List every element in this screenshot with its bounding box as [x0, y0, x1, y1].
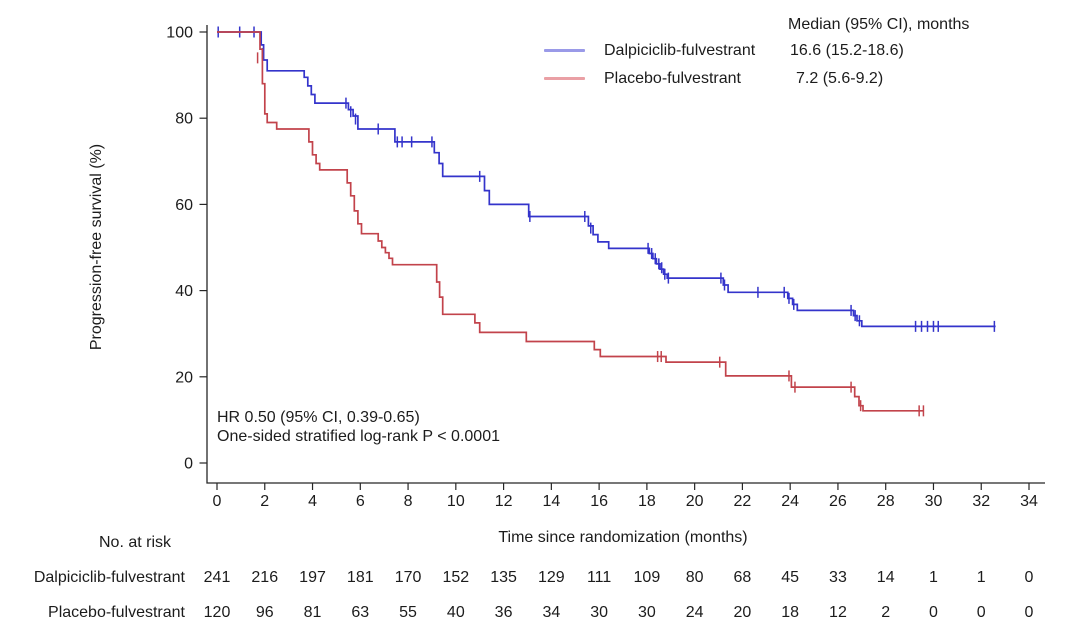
x-axis-tick-label: 20: [686, 493, 704, 510]
risk-count: 18: [781, 604, 800, 621]
legend-median-dalpiciclib: 16.6 (15.2-18.6): [790, 42, 904, 59]
x-axis-tick-label: 2: [260, 493, 269, 510]
km-curve-dalpiciclib: [217, 31, 996, 328]
risk-count: 135: [490, 569, 517, 586]
risk-count: 45: [781, 569, 800, 586]
x-axis-tick-label: 24: [781, 493, 799, 510]
legend-label-placebo: Placebo-fulvestrant: [604, 70, 741, 87]
legend-swatch-dalpiciclib: [544, 49, 585, 52]
risk-count: 0: [1024, 604, 1034, 621]
x-axis-tick-label: 22: [734, 493, 752, 510]
risk-count: 197: [299, 569, 326, 586]
x-axis-title: Time since randomization (months): [498, 529, 748, 546]
risk-count: 0: [929, 604, 938, 621]
risk-table-title: No. at risk: [99, 534, 172, 551]
risk-count: 129: [537, 569, 565, 586]
risk-count: 40: [446, 604, 465, 621]
x-axis-tick-label: 4: [308, 493, 317, 510]
x-axis-tick-label: 26: [829, 493, 847, 510]
y-axis-tick-label: 80: [175, 111, 193, 128]
axis-lines: [206, 25, 1045, 484]
risk-count: 20: [733, 604, 752, 621]
risk-count: 33: [829, 569, 847, 586]
risk-count: 24: [685, 604, 704, 621]
risk-count: 36: [494, 604, 513, 621]
risk-count: 241: [203, 569, 231, 586]
x-axis-tick-label: 14: [542, 493, 560, 510]
risk-count: 80: [685, 569, 704, 586]
y-axis-tick-label: 0: [184, 456, 193, 473]
y-axis-title: Progression-free survival (%): [88, 143, 105, 351]
risk-count: 120: [203, 604, 231, 621]
x-axis-tick-label: 32: [972, 493, 990, 510]
x-axis-tick-label: 34: [1020, 493, 1038, 510]
risk-count: 2: [881, 604, 891, 621]
hr-annotation-line2: One-sided stratified log-rank P < 0.0001: [217, 428, 500, 445]
risk-count: 68: [733, 569, 752, 586]
x-axis-tick-label: 18: [638, 493, 656, 510]
x-axis-tick-label: 0: [213, 493, 222, 510]
y-axis-tick-label: 60: [175, 197, 193, 214]
km-curve-placebo: [217, 31, 924, 412]
legend-label-dalpiciclib: Dalpiciclib-fulvestrant: [604, 42, 756, 59]
risk-count: 170: [394, 569, 422, 586]
legend-median-placebo: 7.2 (5.6-9.2): [796, 70, 884, 87]
risk-count: 34: [542, 604, 561, 621]
risk-count: 181: [346, 569, 374, 586]
y-axis-tick-label: 100: [166, 25, 193, 42]
risk-row-label-placebo: Placebo-fulvestrant: [48, 604, 185, 621]
x-axis-tick-label: 28: [877, 493, 895, 510]
risk-count: 30: [637, 604, 656, 621]
x-axis-tick-label: 30: [925, 493, 943, 510]
x-axis-tick-label: 8: [404, 493, 413, 510]
risk-count: 111: [586, 569, 612, 586]
y-axis-tick-label: 20: [175, 369, 193, 386]
risk-count: 152: [442, 569, 470, 586]
x-axis-tick-label: 10: [447, 493, 465, 510]
risk-count: 63: [351, 604, 370, 621]
x-axis-tick-label: 12: [495, 493, 513, 510]
risk-count: 96: [255, 604, 274, 621]
legend-swatch-placebo: [544, 77, 585, 80]
risk-count: 0: [976, 604, 986, 621]
legend-median-header: Median (95% CI), months: [788, 16, 970, 33]
risk-count: 1: [976, 569, 986, 586]
x-axis-tick-label: 16: [590, 493, 608, 510]
hr-annotation: HR 0.50 (95% CI, 0.39-0.65) One-sided st…: [217, 408, 500, 446]
risk-count: 81: [303, 604, 322, 621]
risk-count: 216: [251, 569, 279, 586]
risk-count: 109: [633, 569, 661, 586]
y-axis-tick-label: 40: [175, 283, 193, 300]
hr-annotation-line1: HR 0.50 (95% CI, 0.39-0.65): [217, 409, 420, 426]
x-axis-tick-label: 6: [356, 493, 365, 510]
risk-count: 0: [1024, 569, 1034, 586]
risk-count: 14: [876, 569, 895, 586]
risk-count: 30: [590, 604, 609, 621]
risk-count: 55: [399, 604, 417, 621]
risk-count: 12: [829, 604, 847, 621]
risk-count: 1: [929, 569, 938, 586]
risk-row-label-dalpiciclib: Dalpiciclib-fulvestrant: [33, 569, 185, 586]
